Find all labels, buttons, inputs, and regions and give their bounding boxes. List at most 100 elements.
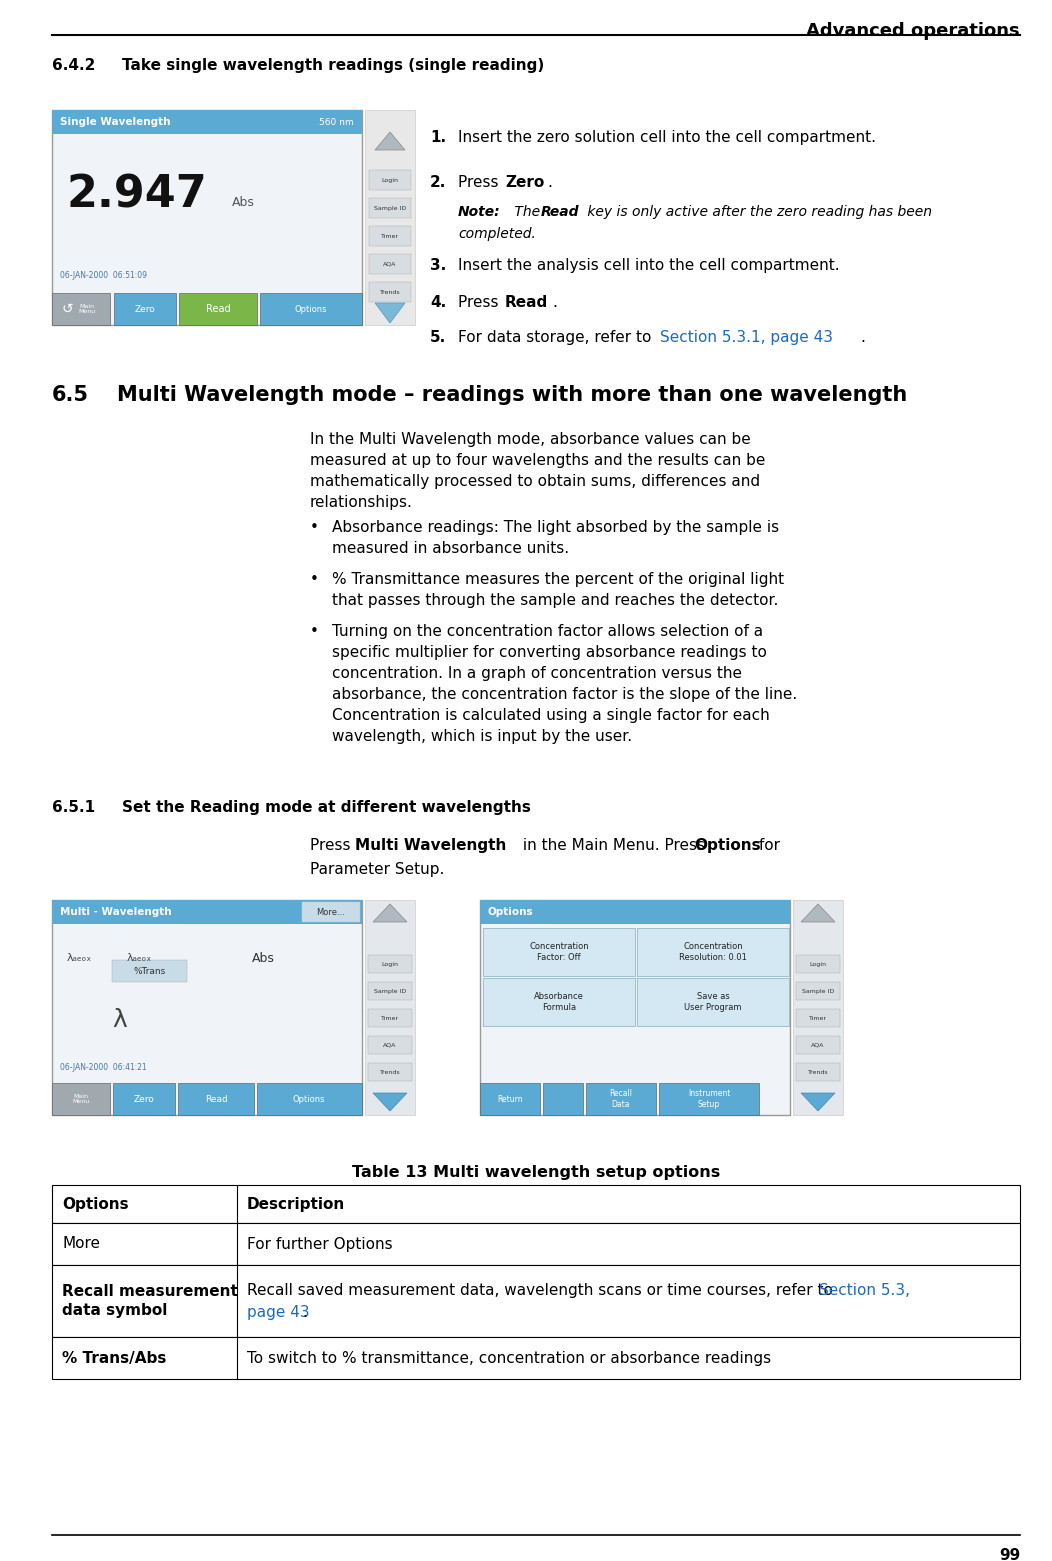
- Text: Return: Return: [498, 1094, 523, 1104]
- Bar: [179, 293, 257, 325]
- Bar: [480, 1083, 540, 1115]
- Text: Note:: Note:: [458, 204, 501, 219]
- Text: Insert the analysis cell into the cell compartment.: Insert the analysis cell into the cell c…: [458, 258, 839, 273]
- Text: Recall saved measurement data, wavelength scans or time courses, refer to: Recall saved measurement data, wavelengt…: [247, 1283, 837, 1299]
- Bar: [52, 109, 362, 325]
- Text: Table 13 Multi wavelength setup options: Table 13 Multi wavelength setup options: [351, 1165, 721, 1180]
- Polygon shape: [801, 904, 835, 923]
- Text: in the Main Menu. Press: in the Main Menu. Press: [518, 838, 710, 852]
- Text: Zero: Zero: [134, 1094, 155, 1104]
- Text: Instrument
Setup: Instrument Setup: [688, 1090, 730, 1108]
- Bar: [365, 109, 414, 325]
- Polygon shape: [373, 1093, 407, 1111]
- Text: Single Wavelength: Single Wavelength: [60, 117, 170, 126]
- Text: 560 nm: 560 nm: [320, 117, 355, 126]
- Text: Description: Description: [247, 1196, 345, 1211]
- Text: More: More: [62, 1236, 100, 1252]
- Text: Multi - Wavelength: Multi - Wavelength: [60, 907, 171, 916]
- Text: Main
Menu: Main Menu: [73, 1094, 89, 1104]
- Text: Multi Wavelength mode – readings with more than one wavelength: Multi Wavelength mode – readings with mo…: [117, 386, 907, 404]
- Text: Login: Login: [382, 962, 399, 966]
- Bar: [796, 955, 839, 973]
- Polygon shape: [375, 303, 405, 323]
- Bar: [52, 1083, 110, 1115]
- Polygon shape: [373, 904, 407, 923]
- Text: 4.: 4.: [430, 295, 446, 311]
- Text: Section 5.3.1, page 43: Section 5.3.1, page 43: [660, 329, 833, 345]
- Text: AQA: AQA: [383, 262, 397, 267]
- Bar: [52, 1338, 1020, 1378]
- Bar: [368, 1063, 412, 1082]
- Text: 1.: 1.: [430, 130, 446, 145]
- Text: % Transmittance measures the percent of the original light
that passes through t: % Transmittance measures the percent of …: [332, 571, 784, 607]
- Text: Options: Options: [295, 304, 327, 314]
- Text: %Trans: %Trans: [134, 966, 166, 976]
- Bar: [52, 901, 362, 924]
- Text: 06-JAN-2000  06:51:09: 06-JAN-2000 06:51:09: [60, 270, 147, 279]
- Text: •: •: [310, 571, 319, 587]
- Text: Take single wavelength readings (single reading): Take single wavelength readings (single …: [122, 58, 544, 73]
- Text: Advanced operations: Advanced operations: [807, 22, 1020, 41]
- Text: Parameter Setup.: Parameter Setup.: [310, 862, 444, 877]
- Text: Options: Options: [292, 1094, 325, 1104]
- Text: 2.: 2.: [430, 175, 446, 190]
- Text: Press: Press: [310, 838, 356, 852]
- Text: Trends: Trends: [808, 1069, 828, 1074]
- Text: Save as
User Program: Save as User Program: [684, 991, 742, 1012]
- Text: page 43: page 43: [247, 1305, 309, 1321]
- Text: .: .: [547, 175, 552, 190]
- Text: Section 5.3,: Section 5.3,: [820, 1283, 910, 1299]
- Text: Main
Menu: Main Menu: [79, 303, 96, 314]
- Bar: [52, 1185, 1020, 1222]
- Bar: [302, 902, 360, 923]
- Bar: [365, 901, 414, 1115]
- Text: AQA: AQA: [383, 1043, 397, 1047]
- Bar: [483, 927, 635, 976]
- Bar: [112, 960, 187, 982]
- Text: Login: Login: [809, 962, 827, 966]
- Bar: [260, 293, 362, 325]
- Text: 6.4.2: 6.4.2: [52, 58, 96, 73]
- Text: Sample ID: Sample ID: [802, 988, 834, 993]
- Text: λₐₑₒₓ: λₐₑₒₓ: [127, 954, 153, 963]
- Bar: [52, 109, 362, 134]
- Bar: [52, 293, 110, 325]
- Text: Abs: Abs: [232, 195, 255, 209]
- Text: 99: 99: [998, 1549, 1020, 1561]
- Bar: [638, 927, 789, 976]
- Text: Absorbance readings: The light absorbed by the sample is
measured in absorbance : Absorbance readings: The light absorbed …: [332, 520, 780, 556]
- Text: key is only active after the zero reading has been: key is only active after the zero readin…: [583, 204, 932, 219]
- Text: .: .: [859, 329, 865, 345]
- Text: 3.: 3.: [430, 258, 446, 273]
- Text: Login: Login: [382, 178, 399, 183]
- Text: Trends: Trends: [380, 1069, 401, 1074]
- Text: 5.: 5.: [430, 329, 446, 345]
- Bar: [368, 1008, 412, 1027]
- Bar: [369, 283, 411, 301]
- Bar: [793, 901, 843, 1115]
- Bar: [369, 170, 411, 190]
- Polygon shape: [375, 133, 405, 150]
- Text: Read: Read: [206, 304, 230, 314]
- Text: ↺: ↺: [61, 301, 73, 315]
- Text: Timer: Timer: [809, 1016, 827, 1021]
- Bar: [480, 901, 790, 924]
- Polygon shape: [801, 1093, 835, 1111]
- Text: Sample ID: Sample ID: [373, 988, 406, 993]
- Bar: [368, 1037, 412, 1054]
- Bar: [796, 982, 839, 1001]
- Bar: [369, 198, 411, 219]
- Text: Absorbance
Formula: Absorbance Formula: [534, 991, 584, 1012]
- Bar: [368, 955, 412, 973]
- Bar: [52, 1264, 1020, 1338]
- Text: completed.: completed.: [458, 226, 535, 240]
- Text: AQA: AQA: [811, 1043, 825, 1047]
- Text: Press: Press: [458, 175, 503, 190]
- Text: % Trans/Abs: % Trans/Abs: [62, 1350, 166, 1366]
- Bar: [52, 1222, 1020, 1264]
- Text: Insert the zero solution cell into the cell compartment.: Insert the zero solution cell into the c…: [458, 130, 876, 145]
- Text: Options: Options: [488, 907, 533, 916]
- Bar: [796, 1008, 839, 1027]
- Text: 06-JAN-2000  06:41:21: 06-JAN-2000 06:41:21: [60, 1063, 146, 1072]
- Text: Timer: Timer: [381, 234, 399, 239]
